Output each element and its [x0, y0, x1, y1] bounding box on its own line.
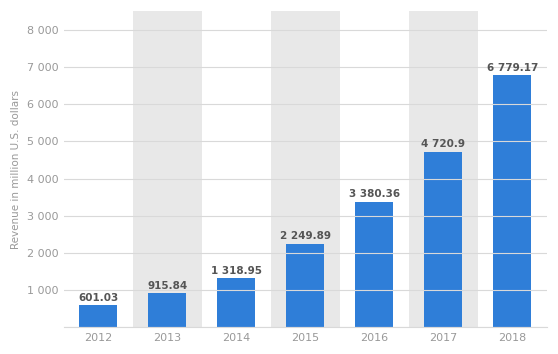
Text: 915.84: 915.84: [147, 281, 187, 291]
Text: 2 249.89: 2 249.89: [280, 232, 331, 241]
Text: 3 380.36: 3 380.36: [349, 189, 400, 199]
Y-axis label: Revenue in million U.S. dollars: Revenue in million U.S. dollars: [11, 90, 21, 249]
Bar: [409, 11, 478, 327]
Bar: [425, 152, 463, 327]
Bar: [133, 11, 202, 327]
Text: 4 720.9: 4 720.9: [421, 139, 465, 149]
Text: 601.03: 601.03: [78, 293, 118, 303]
Bar: [286, 244, 324, 327]
Bar: [355, 201, 393, 327]
Bar: [271, 11, 340, 327]
Bar: [79, 305, 117, 327]
Text: 6 779.17: 6 779.17: [487, 63, 538, 73]
Text: 1 318.95: 1 318.95: [211, 266, 262, 276]
Bar: [148, 293, 186, 327]
Bar: [218, 278, 256, 327]
Bar: [493, 75, 531, 327]
